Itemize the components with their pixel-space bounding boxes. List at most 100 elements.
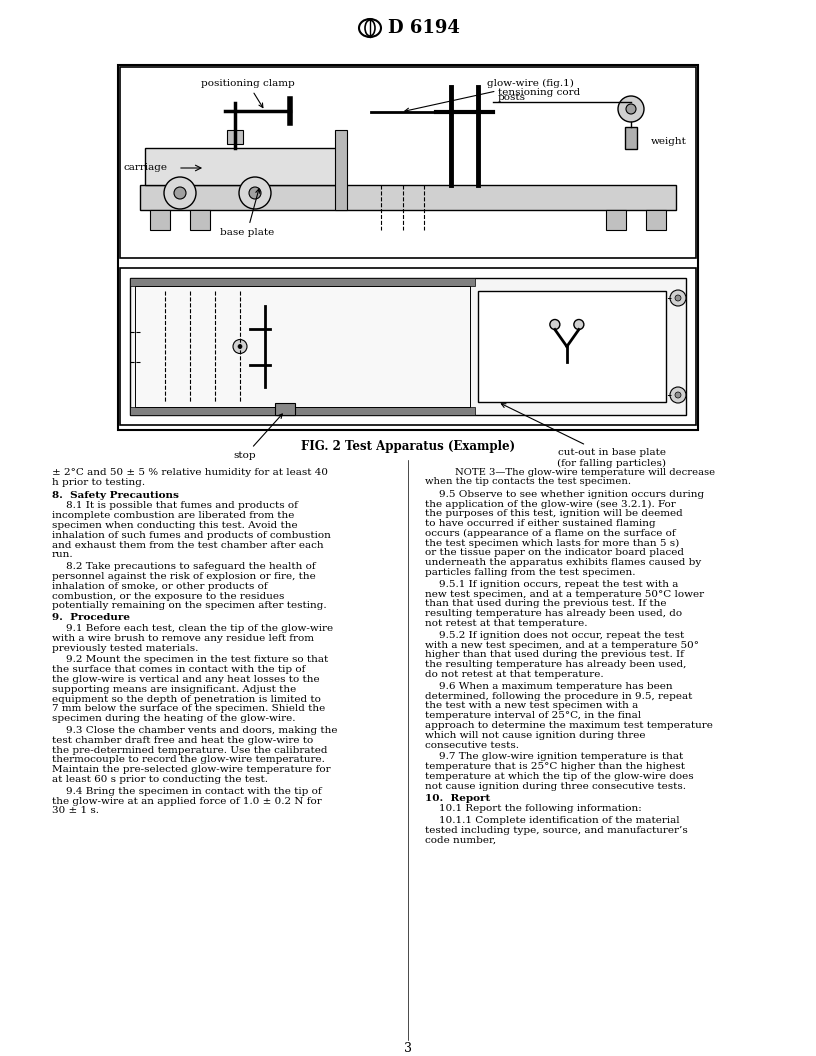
- Text: cut-out in base plate
(for falling particles): cut-out in base plate (for falling parti…: [501, 403, 667, 468]
- Circle shape: [675, 295, 681, 301]
- Bar: [118, 65, 698, 430]
- Circle shape: [239, 177, 271, 209]
- Text: 9.  Procedure: 9. Procedure: [52, 614, 130, 622]
- Text: resulting temperature has already been used, do: resulting temperature has already been u…: [425, 609, 682, 618]
- Bar: [150, 210, 170, 230]
- Text: 9.5 Observe to see whether ignition occurs during: 9.5 Observe to see whether ignition occu…: [439, 490, 704, 498]
- Text: h prior to testing.: h prior to testing.: [52, 477, 145, 487]
- Text: do not retest at that temperature.: do not retest at that temperature.: [425, 670, 604, 679]
- Text: the application of the glow-wire (see 3.2.1). For: the application of the glow-wire (see 3.…: [425, 499, 676, 509]
- Circle shape: [249, 187, 261, 199]
- Text: the glow-wire is vertical and any heat losses to the: the glow-wire is vertical and any heat l…: [52, 675, 320, 684]
- Text: 9.1 Before each test, clean the tip of the glow-wire: 9.1 Before each test, clean the tip of t…: [66, 624, 333, 633]
- Text: tested including type, source, and manufacturer’s: tested including type, source, and manuf…: [425, 826, 688, 835]
- Text: ± 2°C and 50 ± 5 % relative humidity for at least 40: ± 2°C and 50 ± 5 % relative humidity for…: [52, 468, 328, 477]
- Text: run.: run.: [52, 550, 73, 560]
- Text: the surface that comes in contact with the tip of: the surface that comes in contact with t…: [52, 665, 305, 674]
- Text: specimen when conducting this test. Avoid the: specimen when conducting this test. Avoi…: [52, 521, 298, 530]
- Bar: [190, 210, 210, 230]
- Text: D 6194: D 6194: [388, 19, 460, 37]
- Text: with a wire brush to remove any residue left from: with a wire brush to remove any residue …: [52, 634, 314, 643]
- Text: code number,: code number,: [425, 835, 496, 845]
- Bar: [130, 407, 475, 415]
- Text: 9.5.1 If ignition occurs, repeat the test with a: 9.5.1 If ignition occurs, repeat the tes…: [439, 580, 678, 589]
- Text: the resulting temperature has already been used,: the resulting temperature has already be…: [425, 660, 686, 670]
- Bar: [606, 210, 626, 230]
- Text: supporting means are insignificant. Adjust the: supporting means are insignificant. Adju…: [52, 684, 296, 694]
- Text: potentially remaining on the specimen after testing.: potentially remaining on the specimen af…: [52, 602, 326, 610]
- Text: 10.1.1 Complete identification of the material: 10.1.1 Complete identification of the ma…: [439, 816, 680, 825]
- Text: 9.4 Bring the specimen in contact with the tip of: 9.4 Bring the specimen in contact with t…: [66, 787, 322, 796]
- Circle shape: [233, 339, 247, 354]
- Bar: [140, 185, 676, 210]
- Circle shape: [550, 320, 560, 329]
- Text: inhalation of smoke, or other products of: inhalation of smoke, or other products o…: [52, 582, 268, 590]
- Text: 10.1 Report the following information:: 10.1 Report the following information:: [439, 805, 641, 813]
- Bar: [275, 403, 295, 415]
- Bar: [130, 278, 686, 415]
- Bar: [646, 210, 666, 230]
- Text: which will not cause ignition during three: which will not cause ignition during thr…: [425, 731, 645, 740]
- Circle shape: [670, 290, 686, 306]
- Text: not retest at that temperature.: not retest at that temperature.: [425, 619, 588, 628]
- Text: 8.  Safety Precautions: 8. Safety Precautions: [52, 491, 179, 499]
- Text: occurs (appearance of a flame on the surface of: occurs (appearance of a flame on the sur…: [425, 529, 676, 538]
- Text: 9.3 Close the chamber vents and doors, making the: 9.3 Close the chamber vents and doors, m…: [66, 725, 338, 735]
- Text: 30 ± 1 s.: 30 ± 1 s.: [52, 807, 99, 815]
- Text: the test specimen which lasts for more than 5 s): the test specimen which lasts for more t…: [425, 539, 679, 548]
- Text: the purposes of this test, ignition will be deemed: the purposes of this test, ignition will…: [425, 509, 683, 518]
- Text: the glow-wire at an applied force of 1.0 ± 0.2 N for: the glow-wire at an applied force of 1.0…: [52, 796, 322, 806]
- Text: 10.  Report: 10. Report: [425, 794, 490, 803]
- Text: particles falling from the test specimen.: particles falling from the test specimen…: [425, 568, 636, 577]
- Text: NOTE 3—The glow-wire temperature will decrease: NOTE 3—The glow-wire temperature will de…: [455, 468, 715, 477]
- Text: FIG. 2 Test Apparatus (Example): FIG. 2 Test Apparatus (Example): [301, 440, 515, 453]
- Text: and exhaust them from the test chamber after each: and exhaust them from the test chamber a…: [52, 541, 324, 549]
- Text: with a new test specimen, and at a temperature 50°: with a new test specimen, and at a tempe…: [425, 641, 699, 649]
- Bar: [130, 278, 475, 286]
- Text: 9.5.2 If ignition does not occur, repeat the test: 9.5.2 If ignition does not occur, repeat…: [439, 630, 685, 640]
- Bar: [227, 130, 243, 144]
- Text: weight: weight: [651, 137, 687, 147]
- Bar: [120, 268, 696, 425]
- Text: higher than that used during the previous test. If: higher than that used during the previou…: [425, 650, 684, 659]
- Circle shape: [675, 392, 681, 398]
- Text: 3: 3: [404, 1042, 412, 1055]
- Bar: [625, 127, 637, 149]
- Text: temperature interval of 25°C, in the final: temperature interval of 25°C, in the fin…: [425, 712, 641, 720]
- Text: temperature at which the tip of the glow-wire does: temperature at which the tip of the glow…: [425, 772, 694, 781]
- Circle shape: [670, 386, 686, 403]
- Text: approach to determine the maximum test temperature: approach to determine the maximum test t…: [425, 721, 713, 730]
- Text: carriage: carriage: [123, 164, 167, 172]
- Text: consecutive tests.: consecutive tests.: [425, 740, 519, 750]
- Text: not cause ignition during three consecutive tests.: not cause ignition during three consecut…: [425, 781, 686, 791]
- Bar: [145, 148, 340, 185]
- Circle shape: [618, 96, 644, 122]
- Text: posts: posts: [498, 93, 526, 101]
- Text: than that used during the previous test. If the: than that used during the previous test.…: [425, 600, 667, 608]
- Bar: [135, 286, 470, 407]
- Text: thermocouple to record the glow-wire temperature.: thermocouple to record the glow-wire tem…: [52, 755, 325, 765]
- Text: at least 60 s prior to conducting the test.: at least 60 s prior to conducting the te…: [52, 775, 268, 784]
- Text: 8.2 Take precautions to safeguard the health of: 8.2 Take precautions to safeguard the he…: [66, 562, 316, 571]
- Text: specimen during the heating of the glow-wire.: specimen during the heating of the glow-…: [52, 714, 295, 723]
- Bar: [335, 130, 347, 210]
- Text: equipment so the depth of penetration is limited to: equipment so the depth of penetration is…: [52, 695, 321, 703]
- Text: when the tip contacts the test specimen.: when the tip contacts the test specimen.: [425, 477, 631, 487]
- Text: glow-wire (fig.1): glow-wire (fig.1): [405, 79, 574, 112]
- Circle shape: [174, 187, 186, 199]
- Bar: [120, 67, 696, 258]
- Text: incomplete combustion are liberated from the: incomplete combustion are liberated from…: [52, 511, 295, 521]
- Text: previously tested materials.: previously tested materials.: [52, 643, 198, 653]
- Circle shape: [574, 320, 584, 329]
- Text: Maintain the pre-selected glow-wire temperature for: Maintain the pre-selected glow-wire temp…: [52, 766, 330, 774]
- Text: 8.1 It is possible that fumes and products of: 8.1 It is possible that fumes and produc…: [66, 502, 298, 510]
- Text: to have occurred if either sustained flaming: to have occurred if either sustained fla…: [425, 518, 655, 528]
- Text: test chamber draft free and heat the glow-wire to: test chamber draft free and heat the glo…: [52, 736, 313, 744]
- Text: stop: stop: [233, 414, 282, 460]
- Text: determined, following the procedure in 9.5, repeat: determined, following the procedure in 9…: [425, 692, 692, 700]
- Text: the test with a new test specimen with a: the test with a new test specimen with a: [425, 701, 638, 711]
- Text: inhalation of such fumes and products of combustion: inhalation of such fumes and products of…: [52, 531, 330, 540]
- Text: positioning clamp: positioning clamp: [201, 79, 295, 108]
- Text: tensioning cord: tensioning cord: [498, 88, 580, 97]
- Text: 9.2 Mount the specimen in the test fixture so that: 9.2 Mount the specimen in the test fixtu…: [66, 656, 328, 664]
